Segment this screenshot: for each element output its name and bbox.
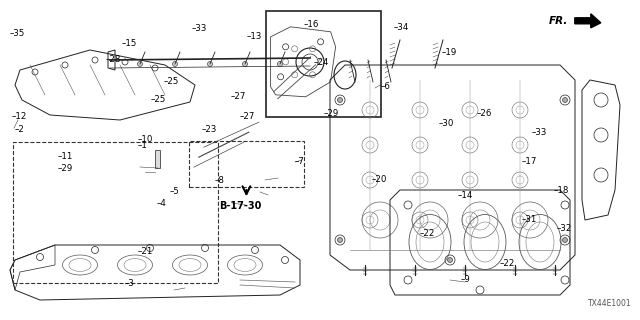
Bar (266, 11, 381, 117)
Text: –25: –25 (163, 77, 179, 86)
Text: TX44E1001: TX44E1001 (588, 299, 632, 308)
Text: –33: –33 (531, 128, 547, 137)
Text: –22: –22 (499, 260, 515, 268)
Text: –15: –15 (122, 39, 137, 48)
Circle shape (138, 61, 143, 67)
Text: –25: –25 (150, 95, 166, 104)
Circle shape (243, 61, 248, 67)
Circle shape (173, 61, 177, 67)
Text: –23: –23 (202, 125, 217, 134)
Text: –10: –10 (138, 135, 153, 144)
Text: –30: –30 (438, 119, 454, 128)
Circle shape (278, 61, 282, 67)
Text: –9: –9 (461, 276, 470, 284)
Text: –24: –24 (314, 58, 329, 67)
Text: –32: –32 (557, 224, 572, 233)
Circle shape (337, 98, 342, 102)
Text: –34: –34 (394, 23, 409, 32)
Bar (155, 150, 160, 168)
Text: –2: –2 (14, 125, 24, 134)
Text: B-17-30: B-17-30 (219, 201, 261, 212)
Text: –20: –20 (371, 175, 387, 184)
Bar (13, 142, 218, 283)
Circle shape (563, 237, 568, 243)
Text: –14: –14 (458, 191, 473, 200)
Text: –26: –26 (477, 109, 492, 118)
Text: –35: –35 (10, 29, 25, 38)
Text: –27: –27 (230, 92, 246, 100)
Text: –11: –11 (58, 152, 73, 161)
Circle shape (337, 237, 342, 243)
Text: –19: –19 (442, 48, 457, 57)
Text: –3: –3 (125, 279, 134, 288)
Text: –27: –27 (240, 112, 255, 121)
Text: –4: –4 (157, 199, 166, 208)
Text: –5: –5 (170, 188, 179, 196)
Text: –8: –8 (214, 176, 224, 185)
Text: –18: –18 (554, 186, 569, 195)
Text: –7: –7 (294, 157, 304, 166)
Text: –13: –13 (246, 32, 262, 41)
Text: –1: –1 (138, 141, 147, 150)
Circle shape (207, 61, 212, 67)
Text: –28: –28 (106, 55, 121, 64)
Text: –17: –17 (522, 157, 537, 166)
Text: –6: –6 (381, 82, 390, 91)
Text: –33: –33 (192, 24, 207, 33)
Text: –22: –22 (419, 229, 435, 238)
Text: –31: –31 (522, 215, 537, 224)
Text: –29: –29 (323, 109, 339, 118)
Text: –29: –29 (58, 164, 73, 172)
Text: –12: –12 (12, 112, 27, 121)
Text: FR.: FR. (548, 16, 568, 26)
Circle shape (563, 98, 568, 102)
Text: –16: –16 (304, 20, 319, 28)
Circle shape (447, 258, 452, 262)
Polygon shape (575, 14, 601, 28)
Text: –21: –21 (138, 247, 153, 256)
Bar (189, 141, 304, 187)
